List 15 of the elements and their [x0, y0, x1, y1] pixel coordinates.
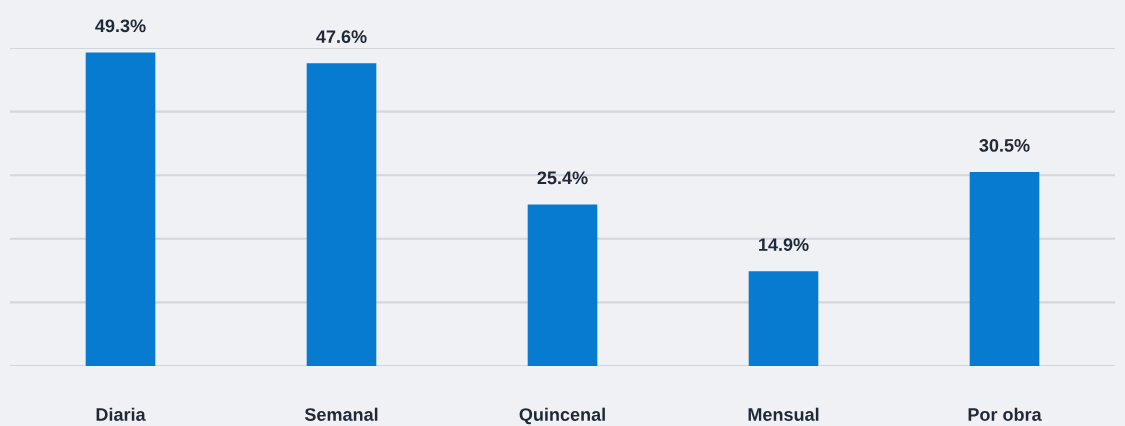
x-tick-label: Mensual [748, 407, 819, 421]
data-label: 49.3% [95, 19, 146, 33]
x-tick-label: Por obra [968, 407, 1042, 421]
data-label: 25.4% [537, 171, 588, 185]
bar [306, 63, 377, 366]
x-tick-label: Diaria [96, 407, 146, 421]
data-label: 30.5% [979, 139, 1030, 152]
bar [969, 172, 1040, 366]
x-tick-label: Quincenal [519, 407, 605, 425]
x-tick-label: Semanal [304, 407, 378, 421]
bar [527, 204, 598, 366]
bar [748, 271, 819, 366]
data-label: 14.9% [759, 238, 809, 251]
bar [85, 52, 156, 366]
data-label: 47.6% [316, 30, 367, 44]
